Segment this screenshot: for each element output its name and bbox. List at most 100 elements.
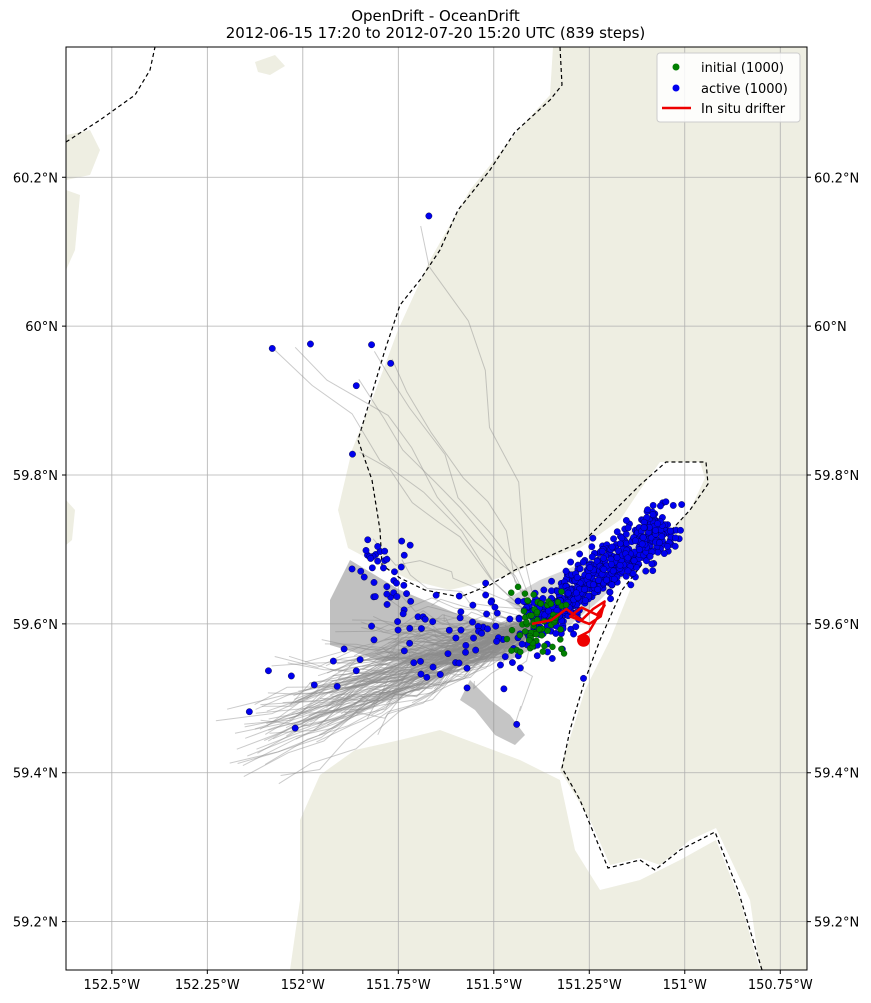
trajectory-dense-patch — [330, 560, 540, 665]
land-polygon — [330, 935, 390, 970]
active-particle — [429, 618, 437, 626]
active-particle — [333, 683, 341, 690]
land-polygon — [255, 55, 285, 75]
active-particle — [576, 565, 584, 573]
y-tick-label-left: 59.6°N — [13, 618, 58, 633]
active-particle — [657, 502, 664, 510]
active-particle — [548, 587, 555, 595]
active-particle — [310, 681, 318, 689]
land-polygon — [66, 190, 80, 270]
active-particle — [671, 542, 679, 550]
active-particle — [606, 588, 614, 596]
active-particle — [572, 589, 580, 597]
active-particle — [627, 581, 635, 589]
active-particle — [640, 524, 648, 532]
active-particle — [652, 527, 659, 534]
active-particle — [406, 541, 414, 549]
active-particle — [579, 558, 587, 566]
active-particle — [455, 659, 463, 667]
active-particle — [586, 564, 594, 572]
active-particle — [564, 589, 572, 597]
initial-particle — [537, 600, 545, 607]
active-particle — [624, 567, 632, 575]
legend-box — [656, 52, 801, 123]
y-tick-label-left: 59.2°N — [13, 916, 58, 931]
active-particle — [513, 720, 521, 728]
active-particle — [501, 653, 509, 660]
initial-particle — [520, 607, 528, 615]
active-particle — [462, 642, 470, 649]
active-particle — [287, 672, 295, 680]
active-particle — [397, 563, 405, 571]
initial-particle — [538, 632, 545, 639]
active-particle — [360, 573, 368, 581]
active-particle — [624, 554, 632, 562]
active-particle — [618, 534, 626, 542]
active-particle — [291, 724, 299, 732]
active-particle — [506, 615, 514, 623]
active-particle — [469, 601, 477, 609]
active-particle — [492, 622, 500, 630]
active-particle — [607, 595, 614, 603]
initial-particle — [536, 626, 543, 633]
initial-particle — [530, 591, 537, 598]
initial-particle — [523, 618, 530, 626]
particle-trajectory — [391, 358, 541, 625]
active-particle — [500, 685, 508, 693]
particle-trajectory — [359, 451, 540, 625]
active-particle — [383, 601, 391, 608]
active-particle — [622, 517, 630, 524]
initial-particle — [557, 636, 564, 643]
active-particle — [456, 614, 464, 622]
active-particle — [393, 593, 401, 600]
active-particle — [423, 673, 431, 681]
initial-particle — [554, 598, 562, 606]
initial-particle — [521, 590, 529, 597]
active-particle — [608, 581, 616, 589]
active-particle — [664, 542, 671, 550]
active-particle — [463, 684, 471, 692]
active-particle — [593, 557, 601, 565]
y-tick-label-left: 60°N — [25, 320, 58, 335]
initial-particle — [516, 632, 524, 639]
active-particle — [457, 608, 465, 616]
initial-particle — [532, 630, 540, 638]
model-domain-boundary — [66, 47, 763, 970]
active-particle — [425, 212, 433, 220]
initial-particle — [526, 636, 533, 644]
x-tick-label: 150.75°W — [748, 978, 813, 993]
active-particle — [268, 345, 276, 352]
grid-lines — [66, 47, 807, 970]
chart-subtitle: 2012-06-15 17:20 to 2012-07-20 15:20 UTC… — [225, 24, 646, 42]
active-particle — [639, 534, 647, 541]
active-particle — [394, 618, 401, 625]
active-particle — [649, 567, 657, 575]
initial-particle — [562, 601, 570, 609]
initial-particle — [503, 635, 511, 643]
active-particle — [588, 553, 596, 561]
active-particle — [572, 623, 580, 631]
initial-particle — [549, 643, 556, 651]
initial-particle — [508, 626, 516, 634]
particle-trajectory — [358, 379, 541, 625]
active-particle — [387, 359, 395, 367]
active-particle — [348, 565, 356, 573]
active-particle — [418, 625, 425, 632]
active-particle — [368, 564, 376, 572]
active-particle — [649, 501, 657, 509]
active-particle — [472, 646, 480, 654]
active-particle — [403, 590, 410, 598]
active-particle — [600, 554, 607, 562]
active-particle — [585, 573, 593, 580]
active-particle — [399, 610, 407, 618]
active-particle — [610, 535, 617, 543]
active-particle — [678, 501, 686, 508]
legend-initial-marker — [672, 63, 680, 71]
y-axis-ticks: 59.2°N 59.2°N 59.4°N 59.4°N 59.6°N 59.6°N 59.8… — [13, 171, 859, 930]
drifter-track — [531, 600, 606, 639]
active-particle — [368, 341, 375, 349]
active-particle — [589, 581, 597, 589]
particle-trajectory — [373, 351, 541, 625]
active-particle — [349, 450, 356, 458]
active-particle — [509, 659, 516, 666]
